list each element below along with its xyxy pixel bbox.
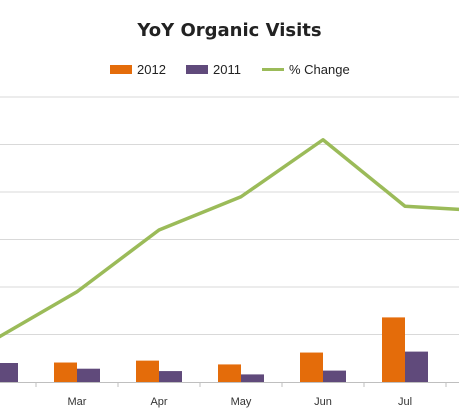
x-tick-label-3: May <box>231 396 252 408</box>
legend: 2012 2011 % Change <box>0 59 459 79</box>
bar-2012-2 <box>136 360 159 382</box>
bar-2011-3 <box>241 374 264 382</box>
legend-item-2011: 2011 <box>186 59 241 79</box>
x-tick-label-1: Mar <box>68 396 87 408</box>
legend-label-2012: 2012 <box>137 61 166 77</box>
legend-label-2011: 2011 <box>213 61 241 77</box>
chart-title: YoY Organic Visits <box>137 20 322 41</box>
bar-2011-4 <box>323 370 346 382</box>
x-tick-label-5: Jul <box>398 396 412 408</box>
legend-label-change: % Change <box>289 61 350 77</box>
bar-2011-1 <box>77 368 100 382</box>
bar-2012-3 <box>218 364 241 382</box>
legend-swatch-2011 <box>186 64 208 74</box>
bar-2012-5 <box>382 317 405 382</box>
line-series-change <box>0 138 459 339</box>
x-tick-label-2: Apr <box>150 396 167 408</box>
bar-2012-4 <box>300 352 323 382</box>
legend-swatch-change <box>262 67 284 71</box>
legend-item-2012: 2012 <box>110 59 166 79</box>
bar-2011-0 <box>0 363 18 382</box>
bar-2011-5 <box>405 351 428 382</box>
legend-swatch-2012 <box>110 64 132 74</box>
bar-2011-2 <box>159 371 182 382</box>
x-tick-label-4: Jun <box>314 396 332 408</box>
bar-2012-1 <box>54 362 77 382</box>
legend-item-change: % Change <box>262 59 350 79</box>
